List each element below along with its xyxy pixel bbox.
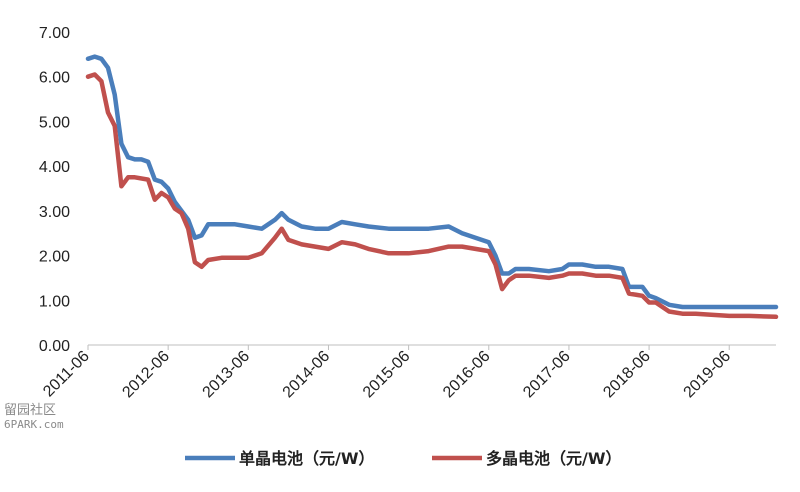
x-tick-label: 2015-06 [360,348,414,402]
x-axis-tick-marks [87,345,730,350]
y-tick-label: 4.00 [39,159,70,176]
x-tick-label: 2016-06 [440,348,494,402]
y-tick-label: 7.00 [39,25,70,42]
y-tick-label: 2.00 [39,249,70,266]
legend: 单晶电池（元/W） 多晶电池（元/W） [185,449,622,468]
legend-label-2: 多晶电池（元/W） [486,449,622,468]
x-tick-label: 2013-06 [200,348,254,402]
series-line-1 [85,54,779,310]
x-tick-label: 2018-06 [600,348,654,402]
x-tick-label: 2012-06 [119,348,173,402]
y-tick-label: 0.00 [39,338,70,355]
watermark-subtext: 6PARK.com [4,418,64,431]
x-tick-label: 2011-06 [40,348,93,401]
x-axis-tick-labels: 2011-06 2012-06 2013-06 2014-06 2015-06 2016-… [40,348,734,402]
y-axis-tick-labels: 0.00 1.00 2.00 3.00 4.00 5.00 6.00 7.00 [39,25,70,355]
legend-label-1: 单晶电池（元/W） [239,449,375,468]
y-tick-label: 3.00 [39,204,70,221]
y-tick-label: 5.00 [39,114,70,131]
y-tick-label: 6.00 [39,70,70,87]
y-tick-label: 1.00 [39,293,70,310]
watermark-text: 留园社区 [4,402,56,418]
watermark: 留园社区 6PARK.com [4,402,64,431]
series-line-2 [85,72,779,320]
series-lines [85,54,779,320]
x-tick-label: 2017-06 [520,348,574,402]
x-tick-label: 2019-06 [681,348,735,402]
x-tick-label: 2014-06 [280,348,334,402]
